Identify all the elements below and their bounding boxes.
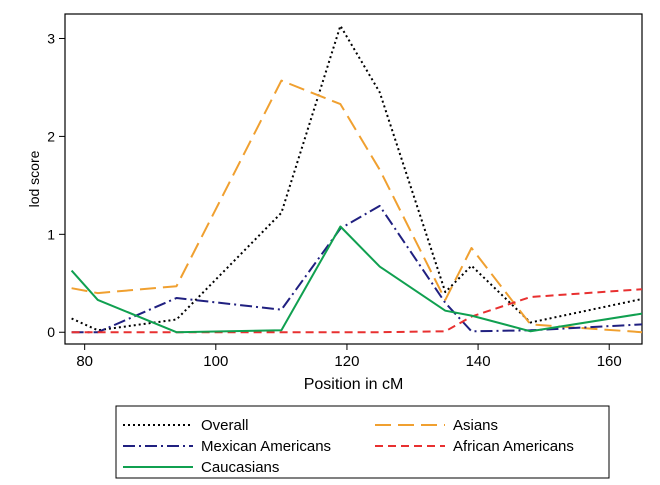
series-lines bbox=[70, 24, 643, 334]
legend-label: Caucasians bbox=[201, 459, 279, 476]
x-tick-label: 140 bbox=[466, 353, 491, 370]
series-line-asians bbox=[71, 79, 643, 334]
legend-label: African Americans bbox=[453, 438, 574, 455]
plot-frame bbox=[64, 13, 643, 345]
y-tick-label: 3 bbox=[47, 30, 55, 46]
series-line-caucasians bbox=[70, 225, 643, 334]
legend: Overall Asians Mexican Americans African Am… bbox=[123, 417, 574, 476]
legend-label: Asians bbox=[453, 417, 498, 434]
legend-box bbox=[115, 405, 610, 479]
x-tick-label: 80 bbox=[76, 353, 93, 370]
legend-label: Overall bbox=[201, 417, 249, 434]
y-tick-label: 0 bbox=[47, 324, 55, 340]
series-line-mexican-americans bbox=[71, 204, 643, 334]
x-tick-label: 160 bbox=[597, 353, 622, 370]
x-axis-label: Position in cM bbox=[304, 376, 404, 393]
series-line-african-americans bbox=[71, 288, 643, 334]
x-tick-label: 120 bbox=[334, 353, 359, 370]
y-axis: 0 1 2 3 bbox=[47, 30, 65, 340]
y-axis-label: lod score bbox=[26, 150, 42, 207]
legend-label: Mexican Americans bbox=[201, 438, 331, 455]
x-tick-label: 100 bbox=[203, 353, 228, 370]
x-axis: 80 100 120 140 160 bbox=[76, 344, 622, 370]
series-line-overall bbox=[71, 24, 643, 332]
y-tick-label: 2 bbox=[47, 128, 55, 144]
y-tick-label: 1 bbox=[47, 226, 55, 242]
